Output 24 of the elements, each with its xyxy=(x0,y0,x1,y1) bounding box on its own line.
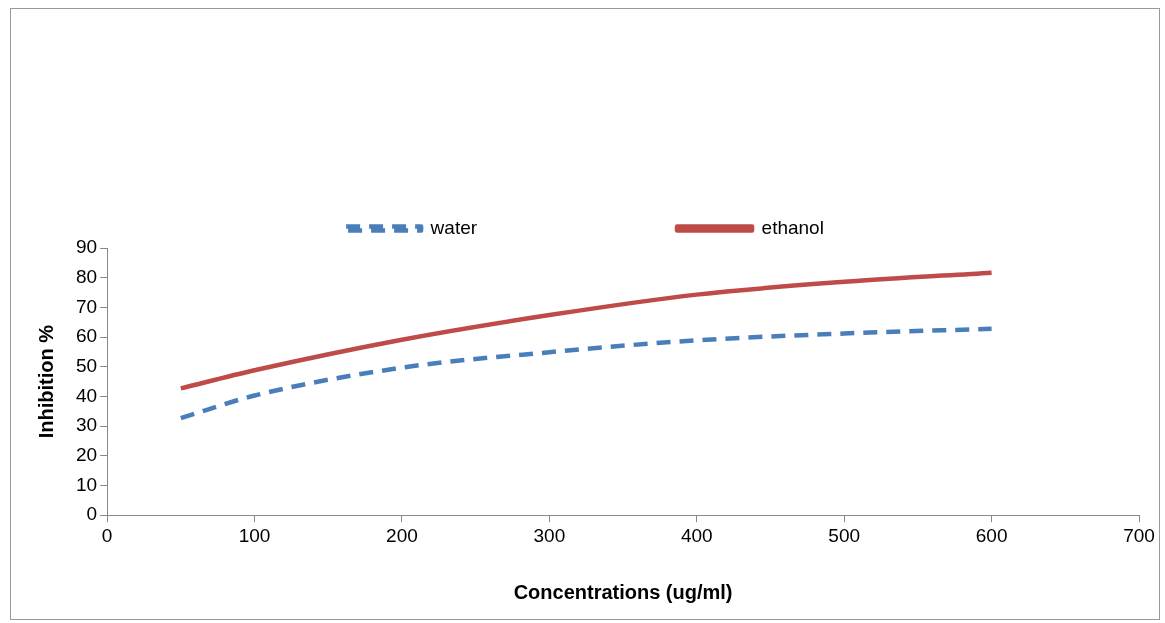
y-tick-label: 20 xyxy=(75,444,98,466)
x-axis-title: Concentrations (ug/ml) xyxy=(513,580,733,603)
legend-label: ethanol xyxy=(761,216,824,238)
line-series xyxy=(178,270,994,391)
y-tick-label: 70 xyxy=(75,295,98,317)
y-tick-label: 40 xyxy=(75,384,98,406)
y-tick-label: 90 xyxy=(75,236,98,258)
x-tick-label: 100 xyxy=(238,524,271,546)
legend-label: water xyxy=(429,216,478,238)
line-series xyxy=(178,326,994,421)
x-tick-label: 700 xyxy=(1123,524,1155,546)
y-tick-label: 10 xyxy=(75,473,98,495)
x-tick-label: 500 xyxy=(828,524,861,546)
x-tick-label: 300 xyxy=(533,524,566,546)
x-tick-label: 0 xyxy=(101,524,113,546)
y-tick-label: 80 xyxy=(75,265,98,287)
x-tick-label: 600 xyxy=(975,524,1008,546)
x-tick-label: 400 xyxy=(680,524,713,546)
y-tick-label: 30 xyxy=(75,414,98,436)
y-tick-label: 0 xyxy=(86,503,98,525)
y-tick-label: 60 xyxy=(75,325,98,347)
y-tick-label: 50 xyxy=(75,354,98,376)
x-tick-label: 200 xyxy=(386,524,418,546)
y-axis-title: Inhibition % xyxy=(34,324,57,439)
